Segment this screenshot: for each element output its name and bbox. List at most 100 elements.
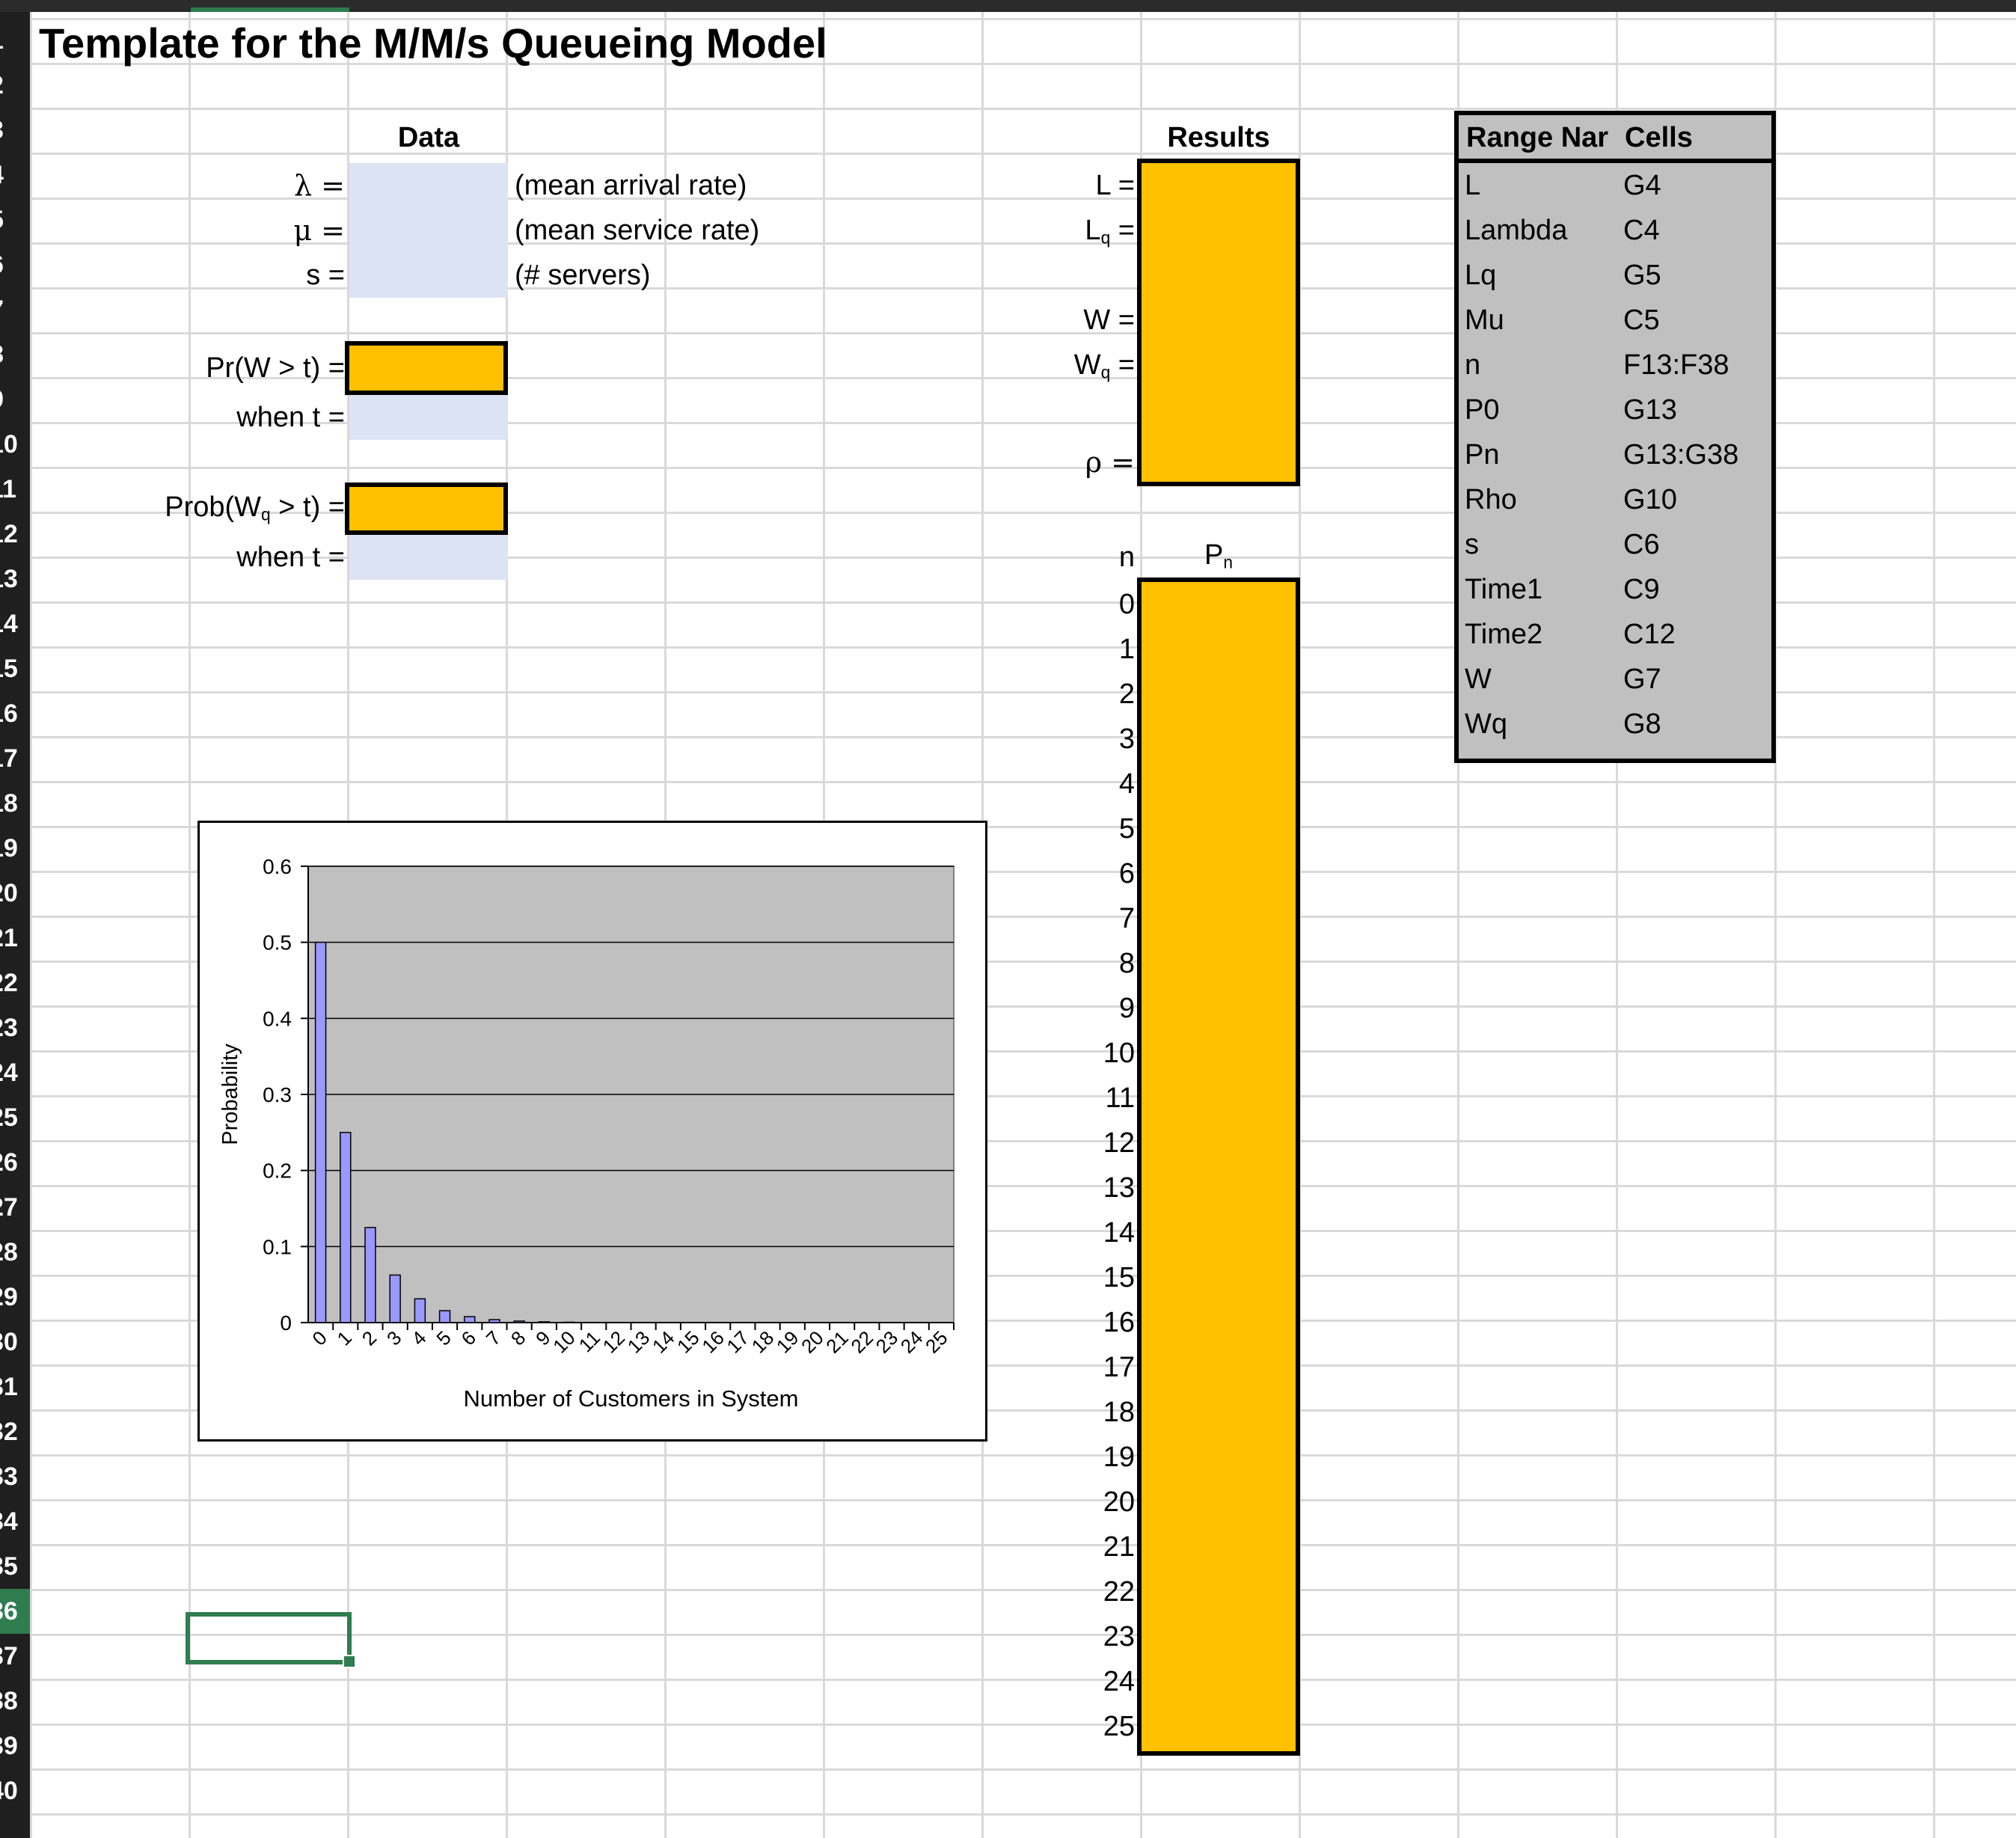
x-axis-title: Number of Customers in System xyxy=(464,1385,799,1412)
row-number[interactable]: 2 xyxy=(0,63,30,108)
row-number[interactable]: 18 xyxy=(0,789,18,818)
row-number[interactable]: 14 xyxy=(0,610,18,638)
n-value: 6 xyxy=(1118,858,1135,889)
y-axis-title: Probability xyxy=(218,1044,242,1145)
row-number[interactable]: 29 xyxy=(0,1283,18,1311)
row-number[interactable]: 40 xyxy=(0,1777,18,1805)
n-value: 22 xyxy=(1103,1576,1135,1608)
x-tick-label: 2 xyxy=(358,1326,381,1350)
chart-svg: 00.10.20.30.40.50.60 1 2 3 4 5 6 7 8 910111213141… xyxy=(218,855,955,1412)
row-number[interactable]: 8 xyxy=(0,332,30,377)
Wq-label: Wq = xyxy=(1073,349,1135,382)
n-value: 20 xyxy=(1103,1486,1135,1518)
Lq-label: Lq = xyxy=(1085,215,1135,248)
row-number[interactable]: 31 xyxy=(0,1373,18,1401)
row-number[interactable]: 1 xyxy=(0,18,30,63)
range-name: Pn xyxy=(1465,439,1500,471)
n-value: 0 xyxy=(1118,589,1135,620)
range-name: Time1 xyxy=(1465,574,1543,605)
row-number[interactable]: 3 xyxy=(0,108,30,153)
row-number[interactable]: 5 xyxy=(0,197,30,242)
row-number[interactable]: 7 xyxy=(0,287,30,332)
results-output-block[interactable] xyxy=(1137,159,1300,486)
prob-w-output[interactable] xyxy=(345,341,508,395)
row-number[interactable]: 32 xyxy=(0,1418,18,1446)
n-value: 5 xyxy=(1118,813,1135,845)
range-name: Lambda xyxy=(1465,215,1568,246)
mu-description: (mean service rate) xyxy=(515,215,760,246)
row-number[interactable]: 16 xyxy=(0,699,18,728)
row-header[interactable]: 1234567891011121314151617181920212223242… xyxy=(0,12,30,1838)
servers-input[interactable] xyxy=(349,253,508,298)
row-number[interactable]: 36 xyxy=(0,1589,30,1634)
row-number[interactable]: 15 xyxy=(0,655,18,683)
range-name-header: Range Nar xyxy=(1466,122,1609,153)
bar xyxy=(464,1316,476,1323)
row-number[interactable]: 26 xyxy=(0,1148,18,1177)
range-cells: F13:F38 xyxy=(1623,349,1729,381)
row-number[interactable]: 28 xyxy=(0,1238,18,1266)
x-tick-label: 5 xyxy=(432,1326,455,1350)
row-number[interactable]: 23 xyxy=(0,1014,18,1042)
y-tick-label: 0.3 xyxy=(263,1083,292,1106)
n-value: 11 xyxy=(1105,1082,1135,1114)
row-number[interactable]: 17 xyxy=(0,744,18,773)
row-number[interactable]: 22 xyxy=(0,969,18,997)
servers-label: s = xyxy=(306,260,345,291)
y-tick-label: 0.4 xyxy=(263,1007,292,1030)
time1-input[interactable] xyxy=(349,395,508,440)
lambda-input[interactable] xyxy=(349,163,508,208)
row-number[interactable]: 37 xyxy=(0,1642,18,1670)
data-header: Data xyxy=(397,122,460,153)
row-number[interactable]: 38 xyxy=(0,1687,18,1715)
row-number[interactable]: 30 xyxy=(0,1328,18,1356)
row-number[interactable]: 33 xyxy=(0,1462,18,1491)
row-number[interactable]: 35 xyxy=(0,1552,18,1581)
time2-input[interactable] xyxy=(349,535,508,580)
row-number[interactable]: 9 xyxy=(0,377,30,422)
row-number[interactable]: 25 xyxy=(0,1103,18,1132)
bar xyxy=(438,1310,451,1323)
row-number[interactable]: 39 xyxy=(0,1732,18,1760)
range-names-table xyxy=(1454,111,1776,763)
n-value: 10 xyxy=(1103,1038,1135,1069)
row-number[interactable]: 27 xyxy=(0,1193,18,1222)
pn-output-block[interactable] xyxy=(1137,578,1300,1756)
lambda-label: λ = xyxy=(293,169,345,202)
fill-handle[interactable] xyxy=(343,1655,356,1668)
range-cells: C4 xyxy=(1623,215,1660,246)
range-name: Mu xyxy=(1465,304,1504,336)
x-tick-label: 1 xyxy=(333,1326,356,1350)
range-cells: C5 xyxy=(1623,304,1660,336)
row-number[interactable]: 21 xyxy=(0,924,18,952)
probability-chart[interactable]: 0 0.1 0.2 0.3 0.4 0.5 0.6 0 1 2 3 4 5 6 7 8 9 10 11 12 13 14 1… xyxy=(197,821,987,1442)
x-tick-label: 25 xyxy=(921,1326,952,1358)
row-number[interactable]: 4 xyxy=(0,153,30,197)
range-name: W xyxy=(1465,664,1492,695)
n-value: 21 xyxy=(1103,1531,1135,1563)
row-number[interactable]: 19 xyxy=(0,834,18,863)
bar xyxy=(513,1320,525,1323)
row-number[interactable]: 12 xyxy=(0,520,18,548)
row-number[interactable]: 34 xyxy=(0,1507,18,1536)
row-number[interactable]: 11 xyxy=(0,475,16,503)
selected-cell[interactable] xyxy=(186,1612,352,1664)
range-name: Wq xyxy=(1465,708,1507,740)
row-number[interactable]: 20 xyxy=(0,879,18,907)
mu-input[interactable] xyxy=(349,208,508,253)
row-number[interactable]: 10 xyxy=(0,430,18,459)
range-name: Rho xyxy=(1465,484,1517,515)
prob-wq-output[interactable] xyxy=(345,483,508,535)
range-cells: G5 xyxy=(1623,260,1661,291)
row-number[interactable]: 6 xyxy=(0,242,30,287)
range-cells: C9 xyxy=(1623,574,1660,605)
x-tick-label: 8 xyxy=(506,1326,530,1350)
lambda-description: (mean arrival rate) xyxy=(515,170,747,201)
bar xyxy=(314,941,327,1323)
range-cells: G13 xyxy=(1623,394,1677,426)
y-tick-label: 0.2 xyxy=(263,1160,292,1183)
row-number[interactable]: 24 xyxy=(0,1059,18,1087)
x-tick-label: 7 xyxy=(482,1326,505,1350)
prob-wq-label: Prob(Wq > t) = xyxy=(165,491,345,524)
row-number[interactable]: 13 xyxy=(0,565,18,593)
